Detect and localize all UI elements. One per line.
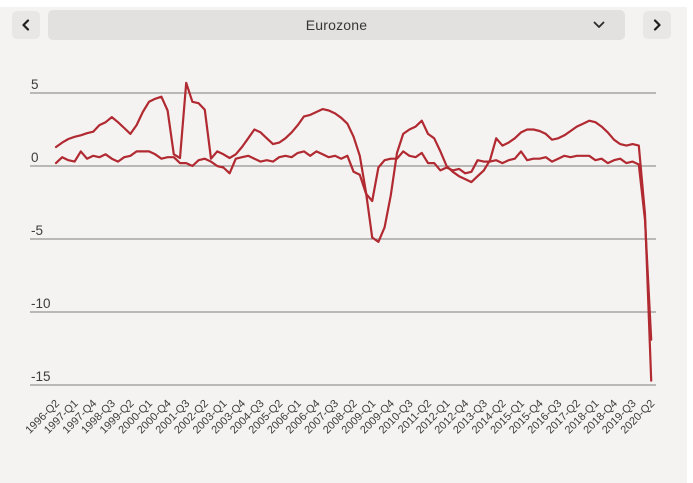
chevron-down-icon bbox=[593, 16, 605, 34]
y-tick-label: -10 bbox=[31, 296, 51, 311]
y-tick-label: 5 bbox=[31, 77, 39, 92]
y-tick-label: 0 bbox=[31, 150, 39, 165]
y-tick-label: -15 bbox=[31, 369, 51, 384]
next-country-button[interactable] bbox=[643, 11, 671, 39]
top-edge-strip bbox=[0, 0, 693, 7]
chevron-left-icon bbox=[21, 19, 31, 31]
country-dropdown-value: Eurozone bbox=[305, 17, 368, 33]
chevron-right-icon bbox=[652, 19, 662, 31]
data-line-line-2 bbox=[54, 150, 653, 341]
country-dropdown[interactable]: Eurozone bbox=[48, 10, 625, 40]
y-tick-label: -5 bbox=[31, 223, 43, 238]
right-edge-strip bbox=[687, 0, 693, 483]
previous-country-button[interactable] bbox=[12, 11, 40, 39]
data-line-line-1 bbox=[54, 81, 653, 382]
